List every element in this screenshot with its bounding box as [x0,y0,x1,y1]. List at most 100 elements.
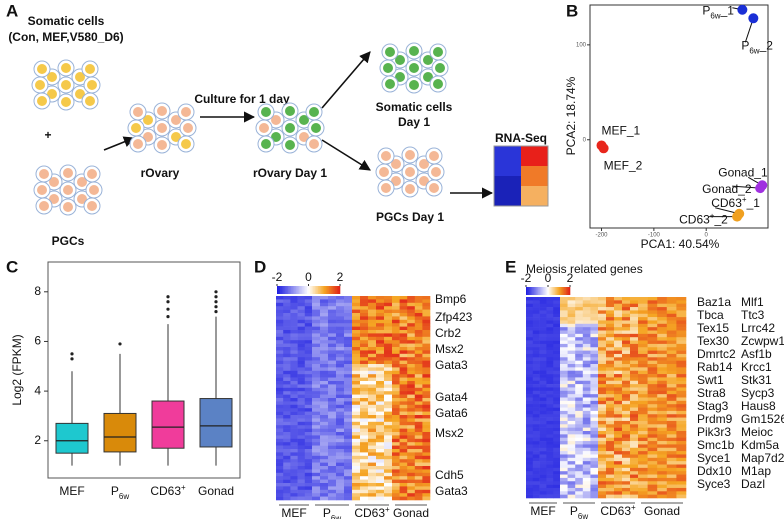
heatmap-cell [676,447,687,452]
heatmap-cell [276,391,284,395]
rnaseq-cell [494,151,521,156]
heatmap-cell [304,309,313,314]
heatmap-cell [666,404,677,408]
heatmap-cell [638,427,648,432]
colorbar-label: -2 [272,270,283,284]
heatmap-cell [276,316,284,321]
heatmap-cell [657,431,668,435]
gene-label: Lrrc42 [741,321,775,335]
heatmap-cell [376,313,385,317]
heatmap-cell [546,474,554,479]
heatmap-cell [328,296,337,300]
cell-nucleus [85,64,95,74]
heatmap-cell [532,374,540,378]
heatmap-cell [336,333,345,338]
heatmap-cell [384,404,393,409]
heatmap-cell [414,306,423,310]
heatmap-cell [336,472,345,477]
heatmap-cell [546,461,554,465]
heatmap-cell [532,414,540,418]
heatmap-cell [546,424,554,428]
heatmap-cell [647,464,658,469]
heatmap-cell [638,367,648,371]
heatmap-cell [276,326,284,331]
heatmap-cell [360,367,369,372]
heatmap-cell [526,310,534,315]
heatmap-cell [657,451,668,455]
heatmap-cell [598,464,607,469]
heatmap-cell [614,360,623,365]
heatmap-cell [399,326,408,331]
cell-nucleus [37,185,47,195]
heatmap-cell [422,472,431,477]
heatmap-cell [290,353,298,358]
heatmap-cell [539,484,547,489]
heatmap-cell [647,481,658,485]
heatmap-cell [336,302,345,307]
heatmap-cell [532,353,540,358]
heatmap-cell [360,398,369,402]
heatmap-cell [638,477,648,482]
heatmap-cell [657,380,668,385]
heatmap-cell [344,384,353,389]
heatmap-cell [407,296,416,300]
heatmap-cell [553,474,561,479]
heatmap-cell [290,428,298,433]
heatmap-cell [657,427,668,432]
heatmap-cell [336,428,345,433]
heatmap-cell [344,391,353,395]
heatmap-cell [526,337,534,341]
heatmap-cell [336,432,345,436]
heatmap-cell [336,469,345,474]
heatmap-cell [344,387,353,392]
heatmap-cell [526,467,534,472]
heatmap-cell [630,327,639,331]
heatmap-cell [560,297,568,301]
heatmap-cell [376,333,385,338]
heatmap-cell [283,367,291,372]
heatmap-cell [567,427,576,432]
heatmap-cell [606,320,615,325]
heatmap-cell [344,445,353,450]
heatmap-cell [283,425,291,429]
heatmap-cell [526,414,534,418]
heatmap-cell [376,326,385,331]
heatmap-cell [526,307,534,311]
point-label: MEF_1 [602,124,641,138]
heatmap-cell [344,432,353,436]
heatmap-cell [638,307,648,311]
heatmap-cell [407,435,416,440]
heatmap-cell [414,391,423,395]
heatmap-cell [666,491,677,495]
heatmap-cell [414,377,423,382]
heatmap-cell [312,479,321,484]
heatmap-cell [384,319,393,324]
heatmap-cell [360,479,369,484]
heatmap-cell [407,384,416,389]
heatmap-cell [414,360,423,365]
colorbar-cell [567,287,570,295]
heatmap-cell [532,454,540,459]
point [748,13,759,24]
heatmap-cell [336,330,345,334]
heatmap-cell [539,374,547,378]
heatmap-cell [376,316,385,321]
cell-nucleus [157,123,167,133]
x-axis-title: PCA1: 40.54% [641,237,720,251]
heatmap-cell [368,411,377,416]
heatmap-cell [590,444,599,449]
heatmap-cell [582,444,591,449]
heatmap-cell [352,442,361,446]
heatmap-cell [297,353,306,358]
heatmap-cell [598,477,607,482]
heatmap-cell [666,357,677,361]
heatmap-cell [392,493,400,497]
heatmap-cell [575,491,584,495]
gene-label: M1ap [741,464,771,478]
gene-label: Zfp423 [435,310,473,324]
y-tick-label: 2 [34,433,41,447]
heatmap-cell [575,400,584,405]
heatmap-cell [657,323,668,328]
heatmap-cell [283,472,291,477]
rnaseq-cell [494,161,521,166]
